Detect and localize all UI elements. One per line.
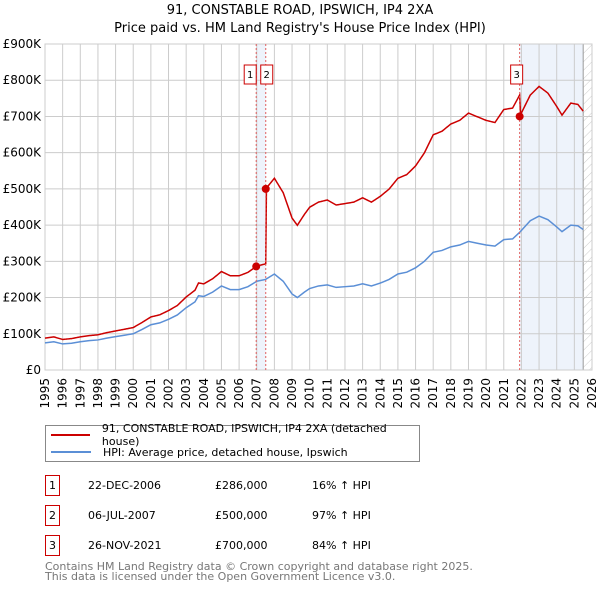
sale-label-box xyxy=(260,64,274,85)
legend-line-blue xyxy=(51,451,91,453)
y-tick-label: £200K xyxy=(3,291,43,305)
x-tick-label: 2016 xyxy=(409,378,423,409)
sale-date: 06-JUL-2007 xyxy=(88,509,156,522)
legend-item-hpi: HPI: Average price, detached house, Ipsw… xyxy=(46,444,348,460)
x-tick-label: 2013 xyxy=(356,378,370,409)
sale-row: 2 06-JUL-2007 £500,000 97% ↑ HPI xyxy=(45,505,465,526)
x-tick-label: 2000 xyxy=(126,378,140,409)
x-tick-label: 2012 xyxy=(338,378,352,409)
y-tick-label: £700K xyxy=(3,109,43,123)
sale-price: £286,000 xyxy=(215,479,268,492)
x-tick-label: 2007 xyxy=(250,378,264,409)
legend: 91, CONSTABLE ROAD, IPSWICH, IP4 2XA (de… xyxy=(45,422,420,462)
x-tick-label: 1996 xyxy=(56,378,70,409)
x-tick-label: 2004 xyxy=(197,378,211,409)
sale-hpi-change: 84% ↑ HPI xyxy=(312,539,371,552)
plot-frame xyxy=(44,43,593,371)
x-tick-label: 2018 xyxy=(444,378,458,409)
x-tick-label: 2022 xyxy=(514,378,528,409)
chart-title: 91, CONSTABLE ROAD, IPSWICH, IP4 2XA xyxy=(166,3,434,18)
y-tick-label: £800K xyxy=(3,73,43,87)
property-price-line xyxy=(44,85,584,341)
sale-point xyxy=(252,262,261,271)
sale-row: 3 26-NOV-2021 £700,000 84% ↑ HPI xyxy=(45,535,465,556)
x-tick-label: 2006 xyxy=(232,378,246,409)
sale-label: 3 xyxy=(513,70,519,81)
footer-licence: This data is licensed under the Open Gov… xyxy=(45,570,396,583)
x-tick-label: 2011 xyxy=(320,378,334,409)
y-tick-label: £600K xyxy=(3,146,43,160)
y-tick-label: £400K xyxy=(3,218,43,232)
y-tick-label: £300K xyxy=(3,254,43,268)
x-tick-label: 1999 xyxy=(109,378,123,409)
sale-label-box xyxy=(243,64,257,85)
sale-number: 2 xyxy=(45,505,60,526)
x-tick-label: 2026 xyxy=(585,378,599,409)
x-tick-label: 2005 xyxy=(214,378,228,409)
sale-label: 2 xyxy=(264,70,270,81)
y-tick-label: £500K xyxy=(3,182,43,196)
legend-line-red xyxy=(51,434,90,436)
sale-row: 1 22-DEC-2006 £286,000 16% ↑ HPI xyxy=(45,475,465,496)
hpi-line xyxy=(44,215,584,345)
x-tick-label: 2002 xyxy=(162,378,176,409)
sale-price: £500,000 xyxy=(215,509,268,522)
sale-number: 1 xyxy=(45,475,60,496)
sale-price: £700,000 xyxy=(215,539,268,552)
x-tick-label: 1997 xyxy=(73,378,87,409)
x-tick-label: 2017 xyxy=(426,378,440,409)
x-tick-label: 1998 xyxy=(91,378,105,409)
future-hatch xyxy=(583,44,592,370)
sale-date: 22-DEC-2006 xyxy=(88,479,162,492)
recent-band xyxy=(519,44,584,370)
x-tick-label: 2001 xyxy=(144,378,158,409)
sale-point xyxy=(261,184,270,193)
legend-label: 91, CONSTABLE ROAD, IPSWICH, IP4 2XA (de… xyxy=(101,422,387,448)
x-tick-label: 2009 xyxy=(285,378,299,409)
sale-hpi-change: 97% ↑ HPI xyxy=(312,509,371,522)
legend-label: HPI: Average price, detached house, Ipsw… xyxy=(103,445,348,459)
x-tick-label: 2015 xyxy=(391,378,405,409)
legend-item-property: 91, CONSTABLE ROAD, IPSWICH, IP4 2XA (de… xyxy=(46,422,419,448)
sale-date: 26-NOV-2021 xyxy=(88,539,162,552)
x-tick-label: 2010 xyxy=(303,378,317,409)
x-tick-label: 2024 xyxy=(550,378,564,409)
sale-label: 1 xyxy=(247,70,253,81)
chart-subtitle: Price paid vs. HM Land Registry's House … xyxy=(114,21,486,36)
x-tick-label: 1995 xyxy=(38,378,52,409)
x-tick-label: 2025 xyxy=(567,378,581,409)
x-tick-label: 2014 xyxy=(373,378,387,409)
sale-point xyxy=(515,112,524,121)
sale-label-box xyxy=(510,64,524,85)
y-tick-label: £0 xyxy=(26,363,41,377)
x-tick-label: 2020 xyxy=(479,378,493,409)
y-tick-label: £100K xyxy=(3,327,43,341)
sale-band xyxy=(256,44,266,370)
x-tick-label: 2021 xyxy=(497,378,511,409)
x-tick-label: 2023 xyxy=(532,378,546,409)
sale-hpi-change: 16% ↑ HPI xyxy=(312,479,371,492)
y-tick-label: £900K xyxy=(3,37,43,51)
x-tick-label: 2003 xyxy=(179,378,193,409)
x-tick-label: 2019 xyxy=(461,378,475,409)
footer-copyright: Contains HM Land Registry data © Crown c… xyxy=(45,560,473,573)
x-tick-label: 2008 xyxy=(267,378,281,409)
price-chart: 1995 1996 1997 1998 1999 2000 2001 2002 2003 2004… xyxy=(3,37,599,409)
sale-number: 3 xyxy=(45,535,60,556)
